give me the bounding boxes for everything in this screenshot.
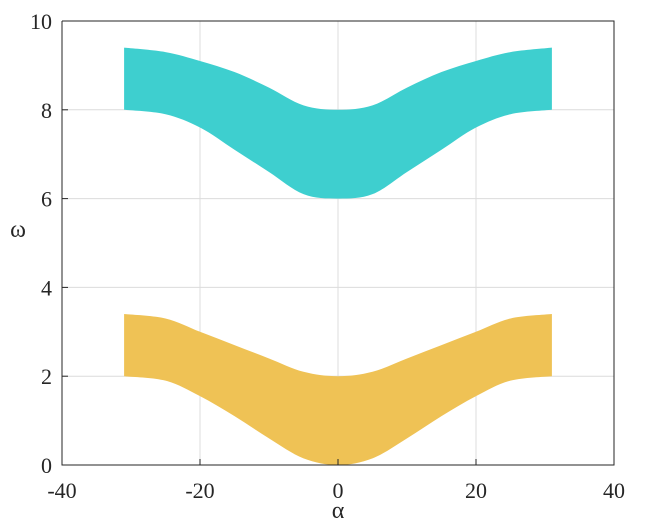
y-tick-label: 0: [41, 453, 52, 478]
band-1: [124, 47, 552, 199]
x-tick-label: 20: [465, 478, 487, 503]
x-tick-label: 0: [333, 478, 344, 503]
y-tick-label: 4: [41, 275, 52, 300]
y-tick-label: 10: [30, 9, 52, 34]
x-axis-label: α: [332, 498, 345, 524]
band-2: [124, 314, 552, 465]
y-axis-label: ω: [10, 217, 26, 243]
x-ticks: -40 -20 0 20 40: [47, 459, 625, 503]
y-ticks: 0 2 4 6 8 10: [30, 9, 68, 478]
x-tick-label: -20: [185, 478, 214, 503]
x-tick-label: 40: [603, 478, 625, 503]
x-tick-label: -40: [47, 478, 76, 503]
y-tick-label: 6: [41, 187, 52, 212]
y-tick-label: 2: [41, 364, 52, 389]
bands: [124, 47, 552, 465]
y-tick-label: 8: [41, 98, 52, 123]
